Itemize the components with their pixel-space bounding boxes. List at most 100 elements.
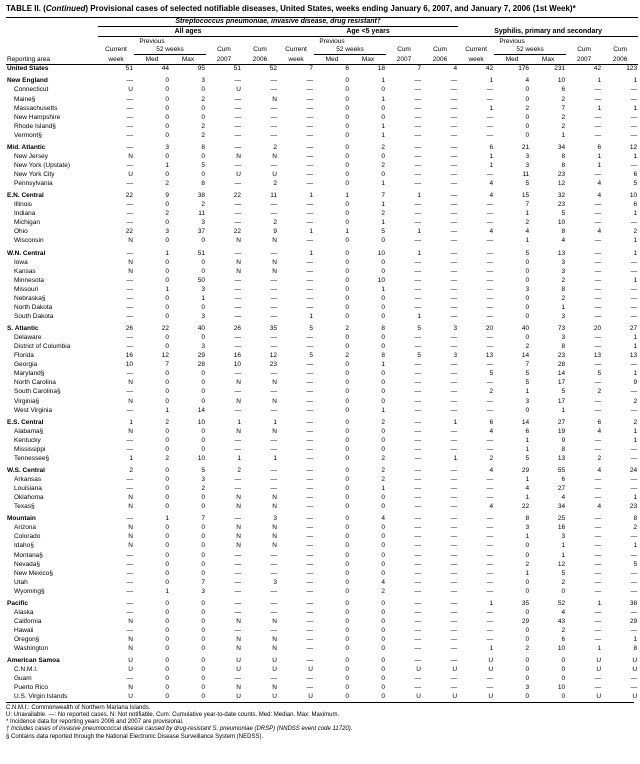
data-cell: 55 — [530, 466, 566, 475]
h-max: Max — [530, 54, 566, 64]
area-name: West Virginia — [6, 406, 98, 415]
data-cell: 2 — [242, 179, 278, 188]
data-cell: — — [458, 675, 494, 684]
data-cell: — — [278, 379, 314, 388]
data-cell: 52 — [530, 599, 566, 608]
data-cell: — — [602, 533, 638, 542]
data-cell: U — [98, 170, 134, 179]
area-name: Nevada§ — [6, 560, 98, 569]
data-cell: — — [458, 122, 494, 131]
data-cell: 1 — [458, 644, 494, 653]
group-header-2: Syphilis, primary and secondary — [458, 27, 638, 37]
data-cell: — — [386, 152, 422, 161]
data-cell: — — [422, 294, 458, 303]
prev-label: Previous — [494, 36, 530, 45]
data-cell: — — [458, 312, 494, 321]
data-cell: 0 — [134, 617, 170, 626]
data-cell: — — [386, 466, 422, 475]
data-cell: 0 — [350, 294, 386, 303]
data-cell: N — [98, 524, 134, 533]
data-cell: 0 — [494, 258, 530, 267]
data-cell: 2 — [494, 104, 530, 113]
data-cell: — — [458, 445, 494, 454]
data-cell: — — [458, 342, 494, 351]
data-cell: 3 — [422, 351, 458, 360]
data-cell: 2 — [350, 418, 386, 427]
table-row: North CarolinaN00NN—00———517—9 — [6, 379, 638, 388]
data-cell: 0 — [134, 237, 170, 246]
subgroup-age-lt5: Age <5 years — [278, 27, 458, 37]
data-cell: — — [386, 170, 422, 179]
data-cell: — — [242, 294, 278, 303]
data-cell: N — [242, 397, 278, 406]
data-cell: — — [98, 608, 134, 617]
data-cell: — — [278, 143, 314, 152]
data-cell: — — [422, 533, 458, 542]
data-cell: — — [386, 626, 422, 635]
data-cell: — — [422, 303, 458, 312]
table-body: United States514495515276187442176231421… — [6, 64, 638, 702]
area-name: Nebraska§ — [6, 294, 98, 303]
area-name: Alaska — [6, 608, 98, 617]
data-cell: 0 — [350, 693, 386, 702]
data-cell: 0 — [350, 684, 386, 693]
data-cell: — — [566, 379, 602, 388]
h-cum: Cum — [422, 45, 458, 54]
data-cell: 0 — [350, 569, 386, 578]
data-cell: 0 — [494, 675, 530, 684]
table-row: West Virginia—114———01———01—— — [6, 406, 638, 415]
data-cell: — — [566, 276, 602, 285]
data-cell: 1 — [134, 161, 170, 170]
data-cell: — — [278, 418, 314, 427]
data-cell: — — [242, 436, 278, 445]
data-cell: — — [422, 122, 458, 131]
data-cell: 4 — [458, 191, 494, 200]
data-cell: 0 — [134, 77, 170, 86]
data-cell: — — [98, 560, 134, 569]
data-cell: — — [458, 406, 494, 415]
data-cell: — — [458, 587, 494, 596]
table-row: E.N. Central2293822111171—41532410 — [6, 191, 638, 200]
data-cell: — — [278, 406, 314, 415]
data-cell: 8 — [530, 445, 566, 454]
data-cell: — — [206, 515, 242, 524]
data-cell: 0 — [170, 644, 206, 653]
data-cell: — — [98, 388, 134, 397]
data-cell: — — [566, 475, 602, 484]
data-cell: — — [206, 333, 242, 342]
data-cell: 0 — [350, 542, 386, 551]
data-cell: 0 — [170, 599, 206, 608]
data-cell: — — [566, 608, 602, 617]
table-row: Virginia§N00NN—00———317—2 — [6, 397, 638, 406]
data-cell: 6 — [458, 418, 494, 427]
data-cell: U — [98, 656, 134, 665]
data-cell: — — [386, 237, 422, 246]
data-cell: — — [278, 258, 314, 267]
data-cell: 26 — [206, 324, 242, 333]
data-cell: U — [98, 666, 134, 675]
area-name: Kentucky — [6, 436, 98, 445]
data-cell: — — [386, 267, 422, 276]
data-cell: — — [422, 95, 458, 104]
data-cell: 4 — [566, 179, 602, 188]
data-cell: 0 — [170, 303, 206, 312]
data-cell: 0 — [170, 675, 206, 684]
data-cell: 6 — [458, 143, 494, 152]
data-cell: 1 — [98, 454, 134, 463]
data-cell: — — [386, 113, 422, 122]
data-cell: — — [278, 276, 314, 285]
data-cell: 0 — [350, 267, 386, 276]
table-row: Illinois—02———01———723—6 — [6, 200, 638, 209]
foot-section: § Contains data reported through the Nat… — [6, 734, 634, 741]
data-cell: 5 — [386, 351, 422, 360]
data-cell: 8 — [170, 143, 206, 152]
data-cell: N — [242, 635, 278, 644]
data-cell: — — [278, 219, 314, 228]
data-cell: — — [422, 599, 458, 608]
table-row: Mississippi—00———00———18—— — [6, 445, 638, 454]
data-cell: 4 — [422, 64, 458, 74]
data-cell: 42 — [458, 64, 494, 74]
data-cell: — — [386, 587, 422, 596]
table-row: Delaware—00———00———03—1 — [6, 333, 638, 342]
data-cell: — — [422, 219, 458, 228]
